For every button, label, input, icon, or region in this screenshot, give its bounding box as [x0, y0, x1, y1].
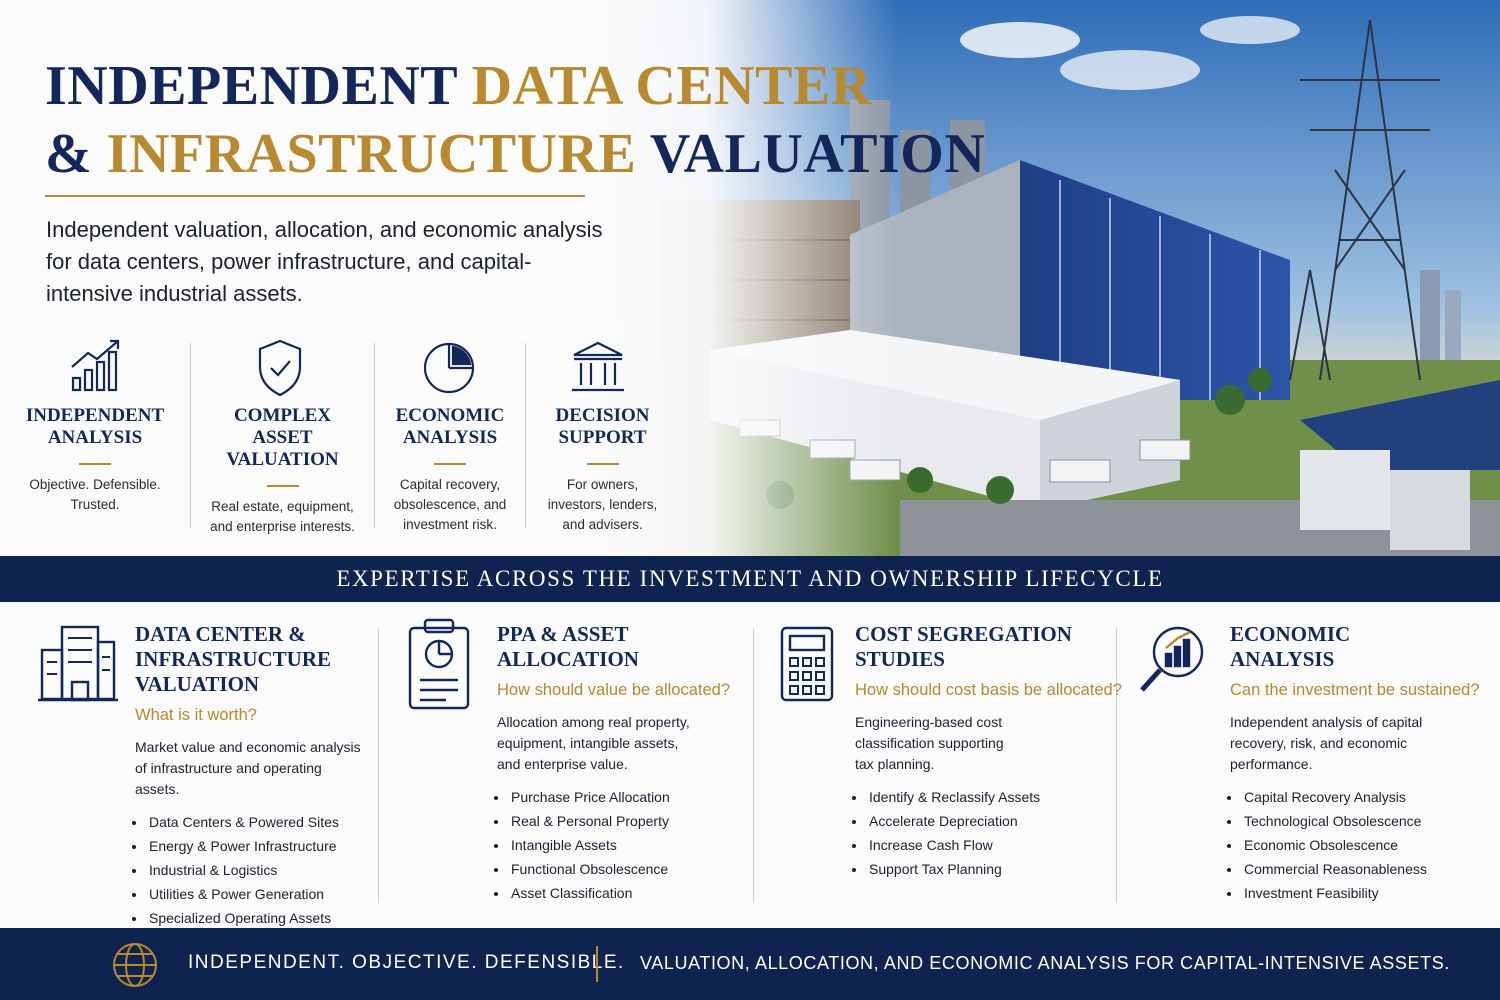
service-title: ECONOMIC ANALYSIS [1230, 622, 1351, 671]
bullet: Investment Feasibility [1242, 881, 1480, 905]
magnifier-icon [1140, 626, 1204, 692]
subtitle: Independent valuation, allocation, and e… [46, 217, 603, 306]
bullet: Functional Obsolescence [509, 857, 730, 881]
service: COST SEGREGATION STUDIES How should cost … [855, 622, 1122, 881]
footer-tagline: INDEPENDENT. OBJECTIVE. DEFENSIBLE. [188, 952, 625, 973]
title-segment: VALUATION [649, 123, 986, 185]
hero-illustration [600, 0, 1500, 556]
globe-icon [113, 943, 157, 987]
bullet: Purchase Price Allocation [509, 785, 730, 809]
pillar: INDEPENDENT ANALYSIS Objective. Defensibl… [0, 405, 190, 515]
divider [190, 343, 191, 528]
bullet-list: Identify & Reclassify AssetsAccelerate D… [855, 785, 1122, 881]
service: DATA CENTER & INFRASTRUCTURE VALUATION Wh… [135, 622, 370, 930]
service-question: What is it worth? [135, 706, 257, 724]
service-description: Allocation among real property, equipmen… [497, 714, 690, 772]
service-description: Market value and economic analysis of in… [135, 739, 361, 797]
divider [378, 628, 379, 903]
service-title: COST SEGREGATION STUDIES [855, 622, 1072, 671]
service-question: How should value be allocated? [497, 681, 730, 699]
bullet: Industrial & Logistics [147, 858, 370, 882]
divider [374, 343, 375, 528]
bullet: Intangible Assets [509, 833, 730, 857]
bullet-list: Purchase Price AllocationReal & Personal… [497, 785, 730, 905]
footer-divider [596, 946, 598, 982]
bullet: Economic Obsolescence [1242, 833, 1480, 857]
growth-icon [71, 339, 120, 392]
service-title: DATA CENTER & INFRASTRUCTURE VALUATION [135, 622, 332, 696]
bullet: Identify & Reclassify Assets [867, 785, 1122, 809]
pillar-rule [266, 485, 299, 487]
title-segment: DATA CENTER [471, 55, 872, 117]
pie-icon [423, 342, 475, 394]
pillar-rule [79, 463, 111, 465]
bullet: Accelerate Depreciation [867, 809, 1122, 833]
bullet: Real & Personal Property [509, 809, 730, 833]
building-icon [38, 625, 118, 702]
bullet: Technological Obsolescence [1242, 809, 1480, 833]
bullet: Utilities & Power Generation [147, 882, 370, 906]
service-icons [38, 618, 1204, 710]
bullet: Support Tax Planning [867, 857, 1122, 881]
title-segment: INDEPENDENT [45, 55, 458, 117]
service-question: Can the investment be sustained? [1230, 681, 1480, 699]
footer-statement: VALUATION, ALLOCATION, AND ECONOMIC ANAL… [640, 953, 1450, 973]
pillar-rule [586, 463, 619, 465]
divider [525, 343, 526, 528]
title-line: & INFRASTRUCTURE VALUATION [45, 120, 985, 188]
pillar: COMPLEX ASSET VALUATION Real estate, equi… [190, 405, 375, 537]
title: INDEPENDENT DATA CENTER & INFRASTRUCTURE… [45, 52, 985, 188]
bullet: Increase Cash Flow [867, 833, 1122, 857]
calculator-icon [780, 626, 834, 702]
pillar-text: For owners, investors, lenders, and advi… [547, 477, 658, 532]
service-question: How should cost basis be allocated? [855, 681, 1122, 699]
pillar-title: ECONOMIC ANALYSIS [395, 405, 505, 448]
banner: EXPERTISE ACROSS THE INVESTMENT AND OWNE… [0, 556, 1500, 602]
institution-icon [572, 341, 624, 392]
service-title: PPA & ASSET ALLOCATION [497, 622, 639, 671]
bullet: Specialized Operating Assets [147, 906, 370, 930]
pillar-rule [434, 463, 466, 465]
pillar-text: Objective. Defensible. Trusted. [29, 477, 161, 512]
divider [1116, 628, 1117, 903]
bullet: Commercial Reasonableness [1242, 857, 1480, 881]
pillar: DECISION SUPPORT For owners, investors, l… [525, 405, 680, 535]
bullet: Energy & Power Infrastructure [147, 834, 370, 858]
pillar: ECONOMIC ANALYSIS Capital recovery, obsol… [375, 405, 525, 535]
clipboard-icon [408, 618, 470, 710]
title-segment: INFRASTRUCTURE [106, 123, 637, 185]
bullet: Asset Classification [509, 881, 730, 905]
pillar-text: Capital recovery, obsolescence, and inve… [393, 477, 507, 532]
bullet: Data Centers & Powered Sites [147, 810, 370, 834]
pillar-title: COMPLEX ASSET VALUATION [226, 405, 339, 470]
title-line: INDEPENDENT DATA CENTER [45, 52, 985, 120]
service-description: Engineering-based cost classification su… [855, 714, 1004, 772]
bullet-list: Capital Recovery AnalysisTechnological O… [1230, 785, 1480, 905]
pillar-title: DECISION SUPPORT [555, 405, 650, 448]
divider [753, 628, 754, 903]
title-segment: & [45, 123, 93, 185]
pillar-title: INDEPENDENT ANALYSIS [25, 405, 165, 448]
service: PPA & ASSET ALLOCATION How should value b… [497, 622, 730, 905]
pillar-icons [71, 339, 624, 397]
footer [0, 928, 1500, 1000]
service: ECONOMIC ANALYSIS Can the investment be s… [1230, 622, 1480, 905]
bullet: Capital Recovery Analysis [1242, 785, 1480, 809]
service-description: Independent analysis of capital recovery… [1230, 714, 1423, 772]
pillar-text: Real estate, equipment, and enterprise i… [210, 499, 355, 534]
shield-icon [258, 339, 302, 397]
bullet-list: Data Centers & Powered SitesEnergy & Pow… [135, 810, 370, 930]
title-rule [45, 195, 585, 197]
